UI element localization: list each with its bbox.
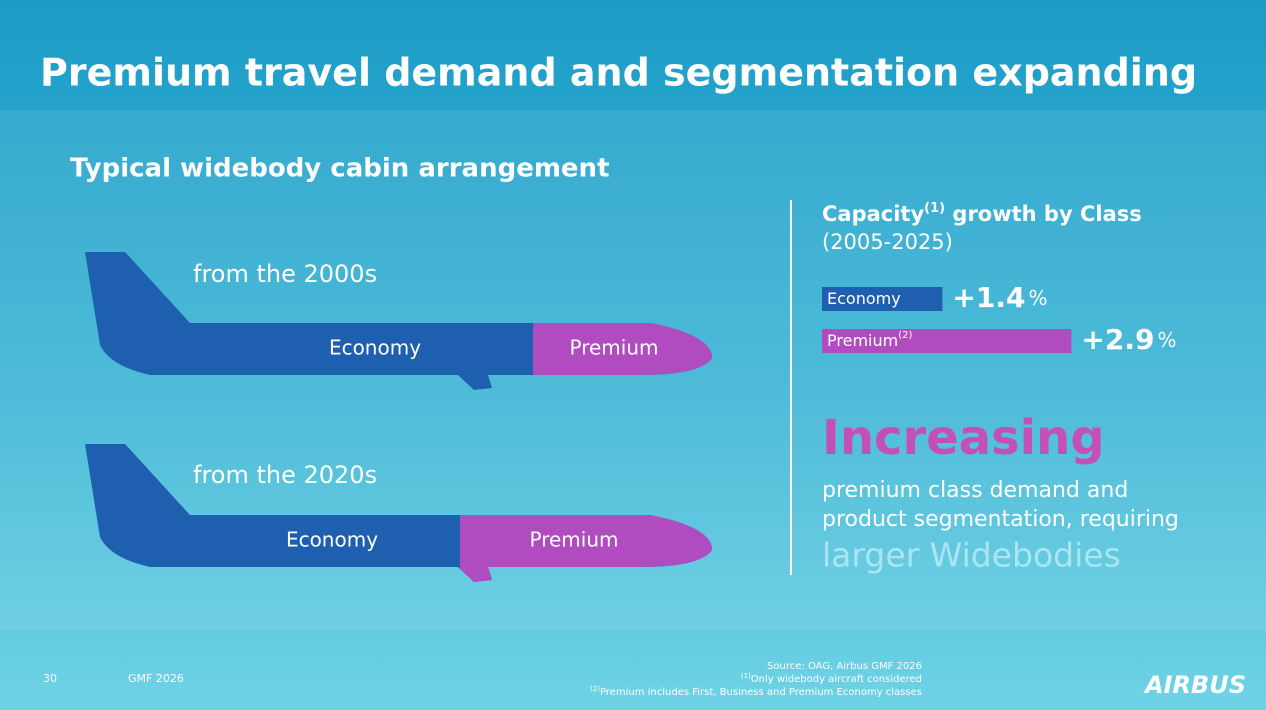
subtitle: Typical widebody cabin arrangement: [70, 154, 610, 184]
bar-category: Premium(2): [827, 330, 912, 350]
source: Source: OAG, Airbus GMF 2026: [767, 661, 922, 672]
highlight-line: premium class demand and: [822, 478, 1128, 503]
title: Premium travel demand and segmentation e…: [40, 51, 1197, 95]
category-name: Economy: [827, 289, 901, 308]
growth-period: (2005-2025): [822, 230, 953, 254]
cabin-label: from the 2000s: [193, 260, 377, 288]
bar: [822, 287, 943, 311]
premium-label: Premium: [530, 528, 619, 552]
bar-category: Economy: [827, 289, 901, 308]
value: +2.9: [1081, 323, 1154, 356]
category-sup: (2): [898, 330, 912, 341]
economy-label: Economy: [286, 528, 378, 552]
value-label: +1.4%: [952, 281, 1047, 314]
growth-heading: Capacity(1) growth by Class: [822, 201, 1142, 227]
event: GMF 2026: [128, 672, 184, 685]
cabin-label: from the 2020s: [193, 461, 377, 489]
unit: %: [1028, 286, 1047, 310]
value-label: +2.9%: [1081, 323, 1176, 356]
category-name: Premium: [827, 331, 898, 350]
bar: [822, 329, 1072, 353]
page-number: 30: [43, 672, 57, 685]
value: +1.4: [952, 281, 1025, 314]
logo: AIRBUS: [1143, 671, 1246, 699]
highlight-line: product segmentation, requiring: [822, 507, 1179, 532]
footnote: (2)Premium includes First, Business and …: [590, 685, 922, 698]
highlight-word: Increasing: [822, 410, 1105, 466]
highlight-emphasis: larger Widebodies: [822, 536, 1121, 575]
footnote: (1)Only widebody aircraft considered: [741, 672, 922, 685]
growth-bars: Economy +1.4 % Premium(2) +2.9%: [822, 281, 1176, 356]
premium-label: Premium: [570, 336, 659, 360]
unit: %: [1157, 328, 1176, 352]
economy-label: Economy: [329, 336, 421, 360]
